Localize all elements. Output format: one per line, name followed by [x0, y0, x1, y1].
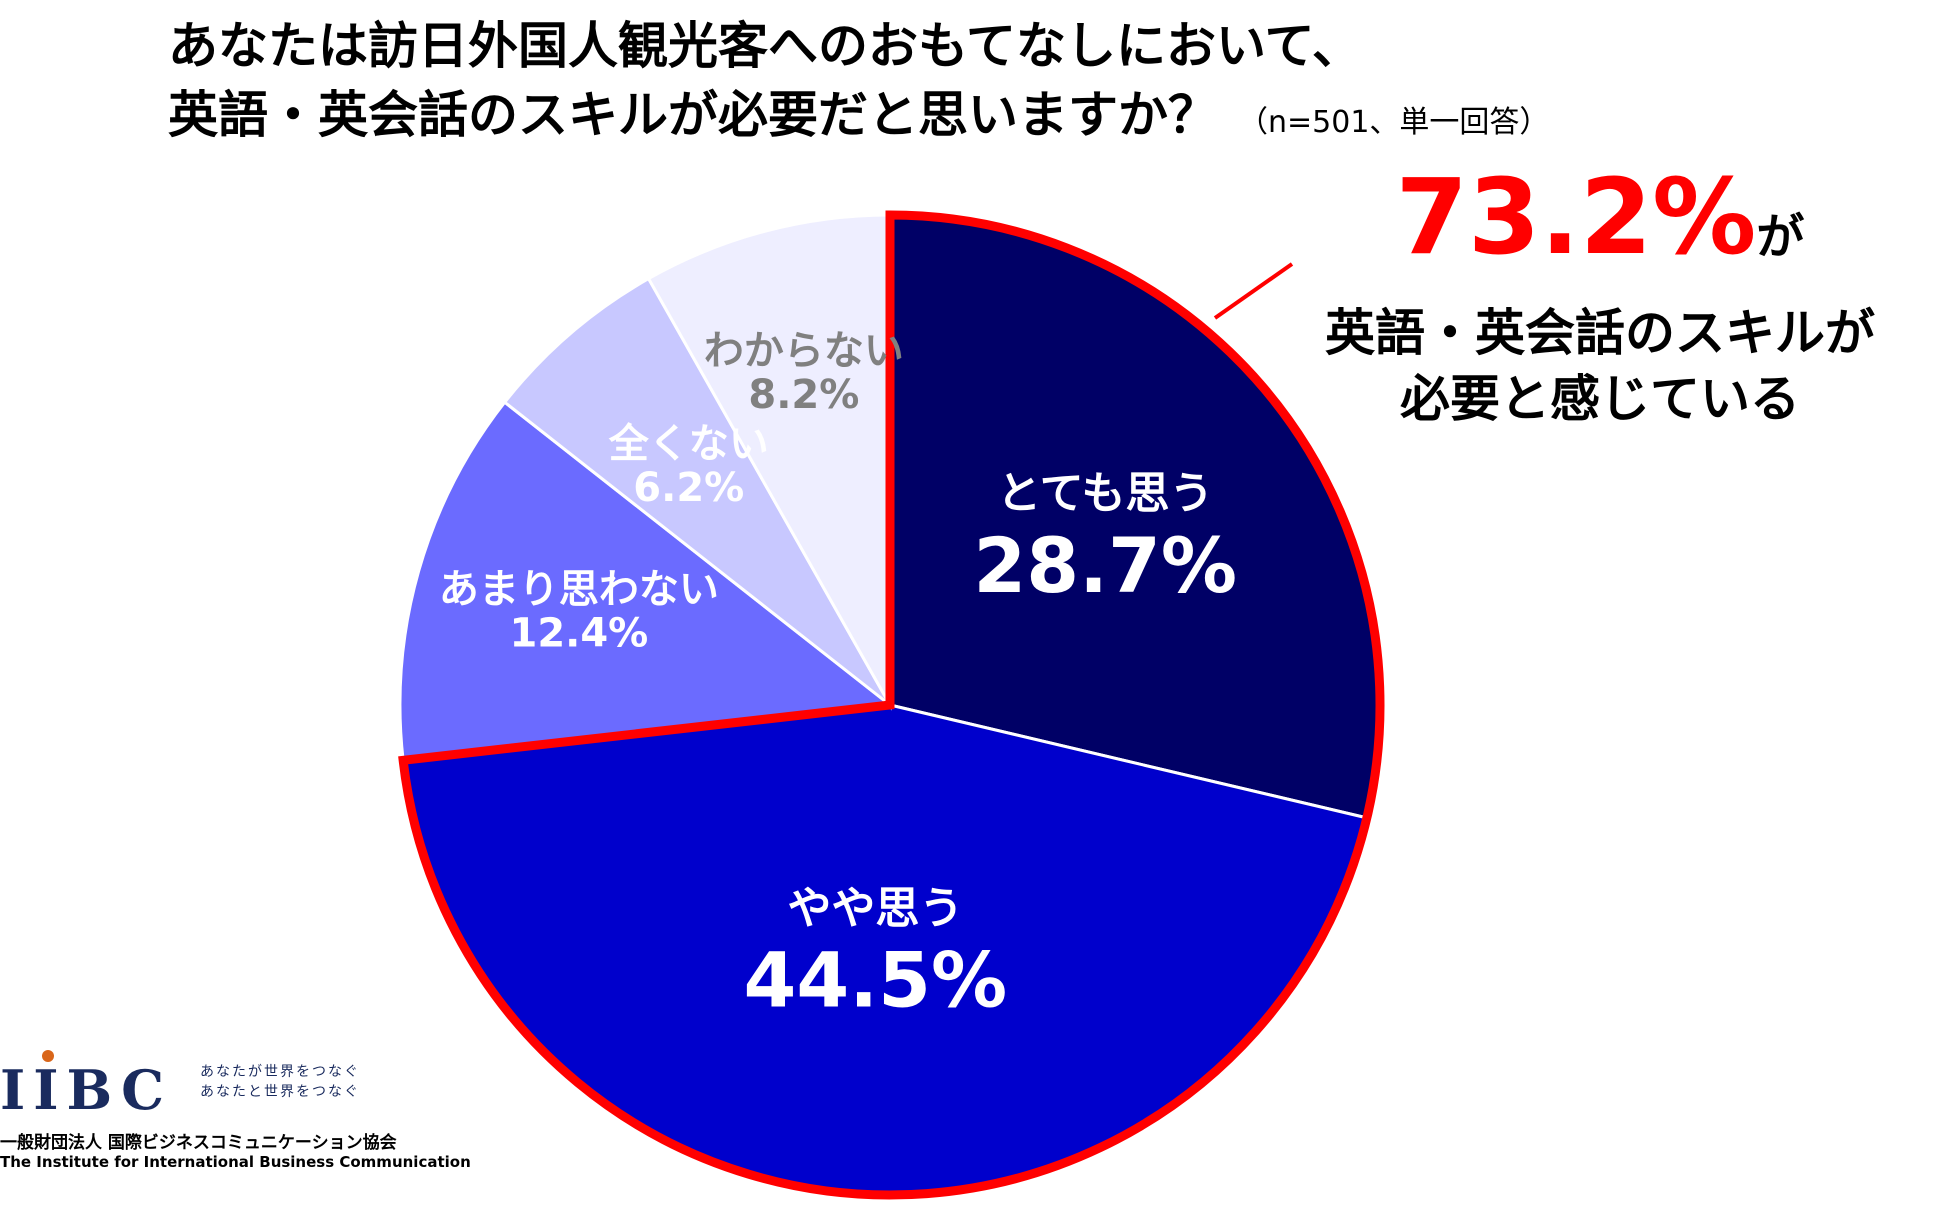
slice-value-label: 6.2% [633, 465, 744, 511]
title-line-2: 英語・英会話のスキルが必要だと思いますか？ （n=501、単一回答） [168, 81, 1549, 157]
iibc-logo: IIBC あなたが世界をつなぐ あなたと世界をつなぐ 一般財団法人 国際ビジネス… [0, 1050, 471, 1171]
pie-slice [502, 276, 892, 707]
logo-tagline-2: あなたと世界をつなぐ [200, 1084, 360, 1100]
pie-slice [646, 213, 892, 711]
slice-value-label: 44.5% [744, 936, 1008, 1025]
highlight-callout: 73.2%が 英語・英会話のスキルが 必要と感じている [1240, 165, 1950, 432]
callout-line-1: 英語・英会話のスキルが [1325, 304, 1875, 362]
org-name-en: The Institute for International Business… [0, 1153, 471, 1171]
slice-label: あまり思わない [439, 567, 719, 613]
title-question: 英語・英会話のスキルが必要だと思いますか？ [168, 86, 1218, 144]
org-name-jp: 一般財団法人 国際ビジネスコミュニケーション協会 [0, 1133, 397, 1153]
slice-label: 全くない [608, 421, 769, 467]
slice-value-label: 28.7% [973, 521, 1237, 610]
slice-label: やや思う [787, 883, 963, 934]
slice-label: とても思う [997, 468, 1213, 519]
slice-value-label: 12.4% [509, 611, 648, 657]
title-line-1: あなたは訪日外国人観光客へのおもてなしにおいて、 [168, 17, 1362, 75]
pie-slices [398, 213, 1382, 1197]
callout-headline: 73.2%が [1240, 165, 1950, 300]
logo-dot-icon [42, 1050, 54, 1062]
slice-label: わからない [704, 328, 904, 374]
highlight-outline [398, 210, 1385, 1200]
logo-tagline: あなたが世界をつなぐ あなたと世界をつなぐ [200, 1062, 360, 1102]
callout-suffix: が [1756, 209, 1805, 265]
logo-tagline-1: あなたが世界をつなぐ [200, 1064, 360, 1080]
pie-slice [398, 400, 894, 762]
logo-row: IIBC あなたが世界をつなぐ あなたと世界をつなぐ [0, 1050, 420, 1122]
logo-brand: IIBC [0, 1058, 173, 1122]
callout-leader-line [1213, 262, 1294, 320]
callout-total: 73.2% [1395, 156, 1757, 278]
callout-line-2: 必要と感じている [1400, 370, 1800, 428]
slice-value-label: 8.2% [748, 372, 859, 418]
sample-note: （n=501、単一回答） [1238, 105, 1550, 140]
chart-title: あなたは訪日外国人観光客へのおもてなしにおいて、 英語・英会話のスキルが必要だと… [168, 12, 1549, 157]
